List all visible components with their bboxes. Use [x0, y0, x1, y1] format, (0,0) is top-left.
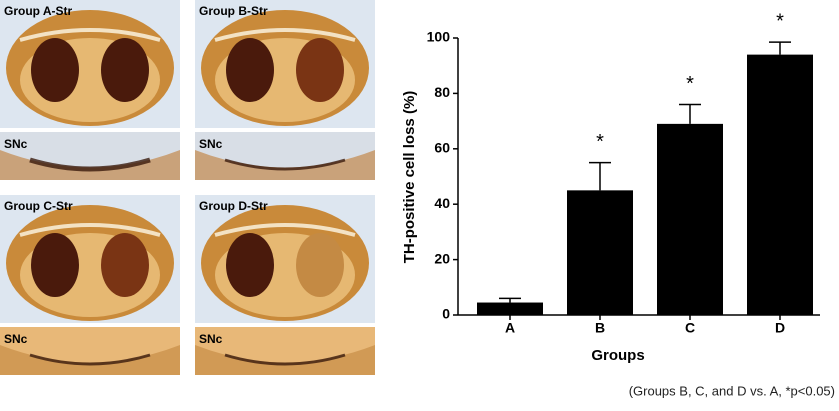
snc-stain [224, 158, 346, 171]
y-tick-label: 100 [427, 29, 451, 45]
significance-label: * [596, 131, 604, 153]
error-bar [589, 161, 611, 191]
panel-label: Group C-Str [4, 199, 73, 213]
x-tick-label: D [775, 320, 785, 336]
x-tick-label: A [505, 320, 515, 336]
corpus-callosum [19, 28, 161, 42]
snc-tissue [195, 345, 375, 375]
bar [477, 302, 543, 315]
y-tick-label: 80 [434, 84, 450, 100]
panel-sublabel: SNc [4, 137, 28, 151]
panel-label: Group D-Str [199, 199, 268, 213]
snc-tissue [0, 150, 180, 180]
striatum-right [101, 233, 149, 297]
y-tick-label: 20 [434, 250, 450, 266]
footnote: (Groups B, C, and D vs. A, *p<0.05) [629, 383, 835, 398]
panel-sublabel: SNc [4, 332, 28, 346]
striatum-left [226, 38, 274, 102]
error-bar [769, 41, 791, 55]
x-axis-label: Groups [591, 347, 644, 364]
error-bar [499, 297, 521, 303]
bar [567, 190, 633, 315]
striatum-right [296, 233, 344, 297]
striatum-left [31, 233, 79, 297]
y-tick-label: 60 [434, 140, 450, 156]
y-tick-label: 40 [434, 195, 450, 211]
striatum-left [31, 38, 79, 102]
snc-stain [29, 353, 151, 366]
snc-stain [224, 353, 346, 366]
x-tick-label: B [595, 320, 605, 336]
panel-sublabel: SNc [199, 137, 223, 151]
striatum-left [226, 233, 274, 297]
corpus-callosum [214, 28, 356, 42]
x-tick-label: C [685, 320, 695, 336]
striatum-right [296, 38, 344, 102]
panel-label: Group B-Str [199, 4, 268, 18]
bar [747, 54, 813, 316]
panel-label: Group A-Str [4, 4, 73, 18]
bar [657, 123, 723, 316]
snc-tissue [195, 150, 375, 180]
y-axis-label: TH-positive cell loss (%) [401, 91, 418, 264]
corpus-callosum [19, 223, 161, 237]
snc-tissue [0, 345, 180, 375]
panel-sublabel: SNc [199, 332, 223, 346]
image-panels: Group A-Str SNc Group B-Str SNc Group C-Str S… [0, 0, 375, 375]
striatum-right [101, 38, 149, 102]
significance-label: * [686, 73, 694, 95]
snc-stain [29, 157, 151, 172]
y-tick-label: 0 [442, 306, 450, 322]
significance-label: * [776, 10, 784, 32]
error-bar [679, 103, 701, 124]
corpus-callosum [214, 223, 356, 237]
